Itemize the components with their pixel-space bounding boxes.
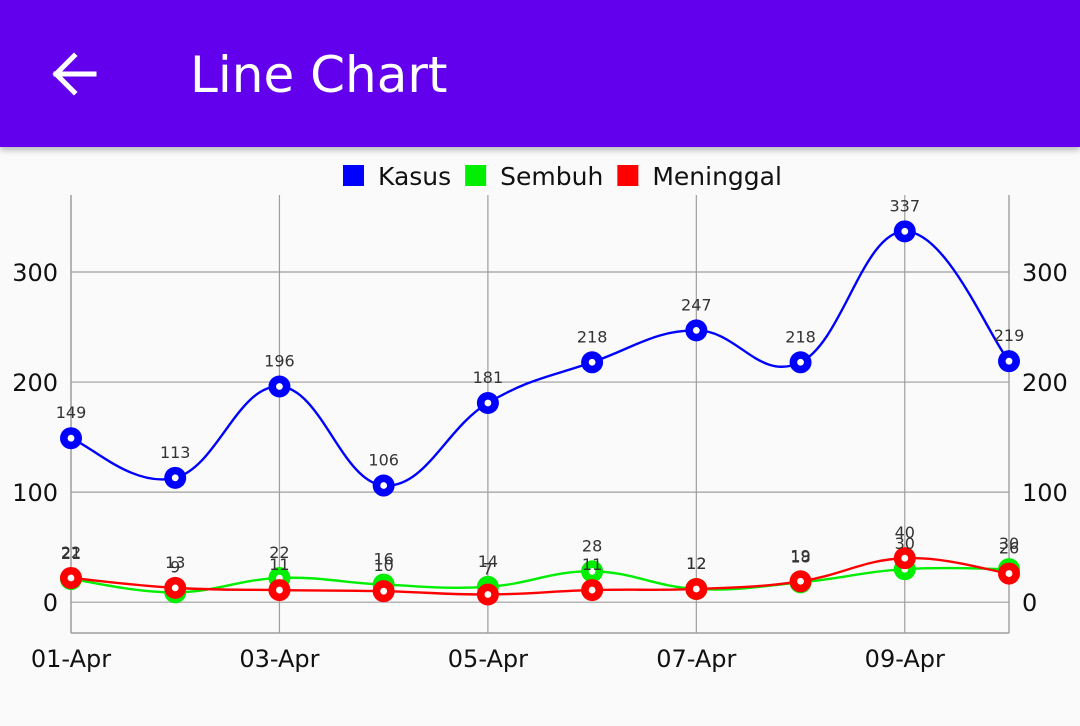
data-point-hole bbox=[276, 586, 283, 594]
legend-label-meninggal: Meninggal bbox=[652, 162, 782, 191]
y-tick-label-right: 200 bbox=[1022, 369, 1068, 397]
data-label-kasus: 181 bbox=[473, 368, 504, 387]
data-label-meninggal: 22 bbox=[61, 543, 81, 562]
data-label-sembuh: 22 bbox=[269, 543, 289, 562]
data-label-meninggal: 13 bbox=[165, 553, 185, 572]
data-label-sembuh: 18 bbox=[790, 547, 810, 566]
x-tick-label: 09-Apr bbox=[865, 645, 945, 673]
data-point-hole bbox=[588, 586, 596, 594]
y-tick-label-right: 300 bbox=[1022, 259, 1068, 287]
data-label-meninggal: 11 bbox=[269, 555, 289, 574]
legend: Kasus Sembuh Meninggal bbox=[343, 162, 782, 191]
data-point-hole bbox=[380, 587, 388, 595]
data-point-hole bbox=[171, 584, 179, 592]
data-label-kasus: 219 bbox=[994, 326, 1025, 345]
y-axis-labels: 0 0 100 100 200 200 300 300 bbox=[12, 259, 1068, 617]
legend-label-kasus: Kasus bbox=[378, 162, 451, 191]
series-lines bbox=[70, 230, 1010, 596]
data-label-sembuh: 12 bbox=[686, 554, 706, 573]
data-point-hole bbox=[692, 585, 700, 593]
y-tick-label-left: 0 bbox=[43, 589, 58, 617]
app-bar: Line Chart bbox=[0, 0, 1080, 147]
data-label-meninggal: 19 bbox=[790, 546, 810, 565]
y-tick-label-left: 100 bbox=[12, 479, 58, 507]
data-label-meninggal: 12 bbox=[686, 554, 706, 573]
x-tick-label: 03-Apr bbox=[239, 645, 319, 673]
legend-label-sembuh: Sembuh bbox=[500, 162, 603, 191]
data-label-sembuh: 9 bbox=[170, 557, 180, 576]
x-axis-labels: 01-Apr 03-Apr 05-Apr 07-Apr 09-Apr bbox=[31, 645, 945, 673]
arrow-left-icon bbox=[52, 52, 97, 96]
data-point-hole bbox=[588, 358, 596, 366]
data-label-meninggal: 7 bbox=[483, 559, 493, 578]
grid bbox=[70, 195, 1010, 634]
y-tick-label-right: 100 bbox=[1022, 479, 1068, 507]
data-label-kasus: 106 bbox=[368, 451, 399, 470]
data-label-sembuh: 21 bbox=[61, 544, 81, 563]
data-point-hole bbox=[276, 383, 283, 390]
series-points bbox=[60, 220, 1020, 606]
data-point-hole bbox=[380, 482, 388, 489]
data-label-sembuh: 14 bbox=[478, 552, 498, 571]
data-label-meninggal: 26 bbox=[999, 539, 1019, 558]
data-label-meninggal: 40 bbox=[895, 523, 915, 542]
data-point-hole bbox=[484, 399, 492, 407]
data-label-meninggal: 10 bbox=[373, 556, 393, 575]
legend-swatch-kasus bbox=[343, 165, 364, 186]
x-tick-label: 07-Apr bbox=[656, 645, 736, 673]
data-label-kasus: 218 bbox=[577, 327, 608, 346]
data-label-kasus: 149 bbox=[56, 403, 87, 422]
data-point-hole bbox=[484, 591, 492, 598]
data-point-hole bbox=[67, 574, 75, 582]
legend-swatch-sembuh bbox=[465, 165, 487, 186]
data-point-hole bbox=[901, 554, 909, 562]
y-tick-label-right: 0 bbox=[1022, 589, 1037, 617]
data-label-sembuh: 16 bbox=[373, 550, 393, 569]
data-point-hole bbox=[1005, 570, 1013, 577]
data-label-kasus: 337 bbox=[890, 196, 921, 215]
data-label-kasus: 196 bbox=[264, 351, 295, 370]
data-point-hole bbox=[797, 577, 804, 585]
y-tick-label-left: 300 bbox=[12, 259, 58, 287]
data-point-hole bbox=[797, 358, 804, 366]
data-point-hole bbox=[67, 434, 75, 442]
series-line-kasus bbox=[70, 230, 1010, 487]
series-line-sembuh bbox=[70, 566, 1010, 594]
data-point-hole bbox=[692, 326, 700, 334]
y-tick-label-left: 200 bbox=[12, 369, 58, 397]
data-label-kasus: 113 bbox=[160, 443, 191, 462]
data-label-sembuh: 28 bbox=[582, 536, 602, 555]
data-label-kasus: 218 bbox=[785, 327, 816, 346]
data-label-sembuh: 30 bbox=[895, 534, 915, 553]
data-point-hole bbox=[588, 567, 596, 575]
x-tick-label: 05-Apr bbox=[448, 645, 528, 673]
data-label-meninggal: 11 bbox=[582, 555, 602, 574]
series-line-meninggal bbox=[70, 556, 1010, 596]
page-title: Line Chart bbox=[190, 46, 448, 104]
back-button[interactable] bbox=[38, 40, 110, 108]
data-point-hole bbox=[1005, 357, 1013, 365]
data-label-kasus: 247 bbox=[681, 295, 712, 314]
legend-swatch-meninggal bbox=[617, 165, 639, 186]
data-label-sembuh: 30 bbox=[999, 534, 1019, 553]
x-tick-label: 01-Apr bbox=[31, 645, 111, 673]
chart-area: Kasus Sembuh Meninggal 0 0 100 100 200 200 300 300… bbox=[0, 147, 1080, 726]
data-point-hole bbox=[171, 474, 179, 482]
data-point-hole bbox=[901, 227, 909, 235]
